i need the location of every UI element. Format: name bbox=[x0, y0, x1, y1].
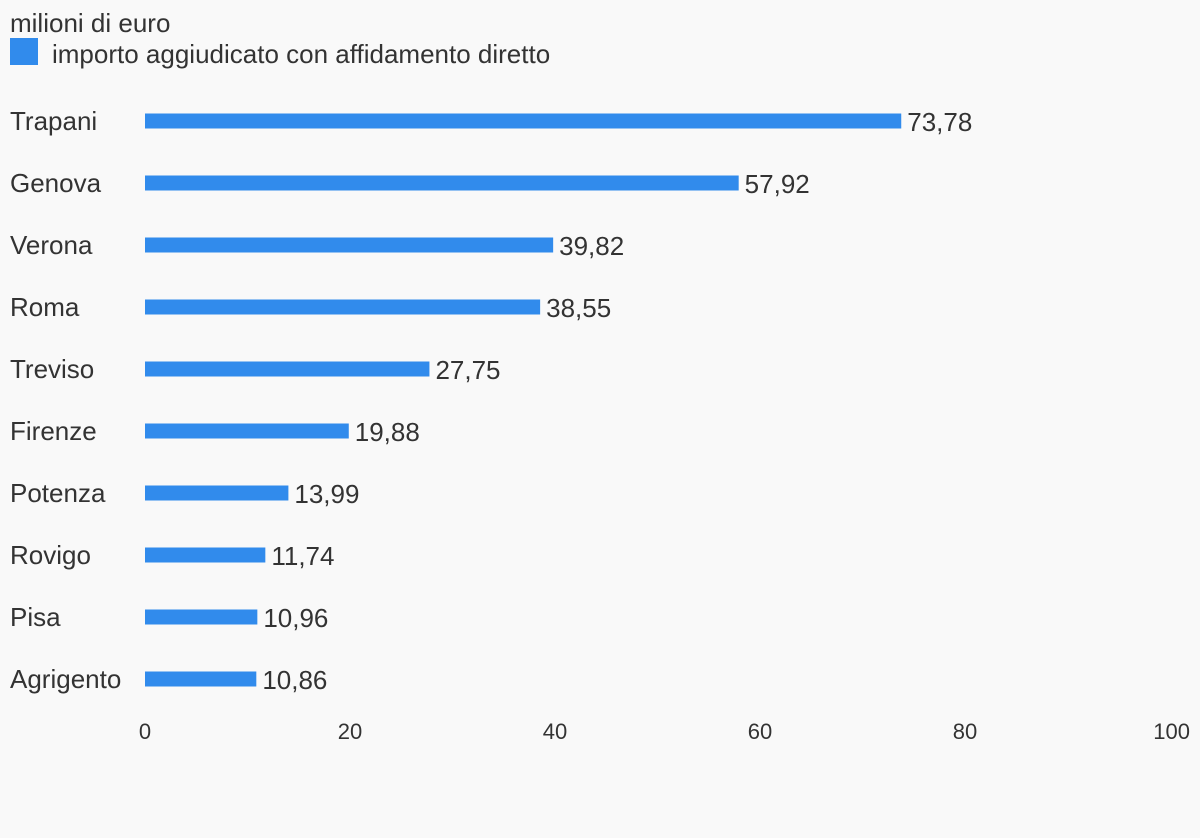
category-label: Genova bbox=[10, 168, 102, 198]
category-label: Pisa bbox=[10, 602, 61, 632]
bar bbox=[145, 485, 289, 501]
legend-label: importo aggiudicato con affidamento dire… bbox=[52, 39, 550, 69]
x-tick-label: 80 bbox=[953, 719, 977, 744]
value-label: 11,74 bbox=[271, 541, 334, 571]
value-label: 27,75 bbox=[435, 355, 500, 385]
x-tick-label: 20 bbox=[338, 719, 362, 744]
x-tick-label: 0 bbox=[139, 719, 151, 744]
category-label: Agrigento bbox=[10, 664, 121, 694]
category-label: Rovigo bbox=[10, 540, 91, 570]
category-label: Treviso bbox=[10, 354, 94, 384]
x-tick-label: 100 bbox=[1153, 719, 1190, 744]
category-label: Potenza bbox=[10, 478, 106, 508]
bar bbox=[145, 175, 739, 191]
value-label: 38,55 bbox=[546, 293, 611, 323]
category-label: Firenze bbox=[10, 416, 97, 446]
category-label: Verona bbox=[10, 230, 93, 260]
unit-label: milioni di euro bbox=[10, 8, 170, 38]
bar bbox=[145, 423, 349, 439]
x-tick-label: 40 bbox=[543, 719, 567, 744]
value-label: 13,99 bbox=[294, 479, 359, 509]
bar bbox=[145, 237, 554, 253]
category-label: Roma bbox=[10, 292, 80, 322]
bar bbox=[145, 361, 430, 377]
value-label: 57,92 bbox=[745, 169, 810, 199]
bar bbox=[145, 299, 541, 315]
category-label: Trapani bbox=[10, 106, 97, 136]
value-label: 39,82 bbox=[559, 231, 624, 261]
x-tick-label: 60 bbox=[748, 719, 772, 744]
legend-swatch bbox=[10, 38, 38, 65]
bar bbox=[145, 547, 266, 563]
bar bbox=[145, 113, 902, 129]
value-label: 19,88 bbox=[355, 417, 420, 447]
x-axis-ticks: 0 20 40 60 80 100 bbox=[139, 719, 1190, 744]
value-label: 73,78 bbox=[907, 107, 972, 137]
bar bbox=[145, 671, 257, 687]
bars-group: Trapani 73,78 Genova 57,92 Verona 39,82 Roma 38… bbox=[10, 106, 972, 695]
bar bbox=[145, 609, 258, 625]
value-label: 10,86 bbox=[262, 665, 327, 695]
value-label: 10,96 bbox=[263, 603, 328, 633]
